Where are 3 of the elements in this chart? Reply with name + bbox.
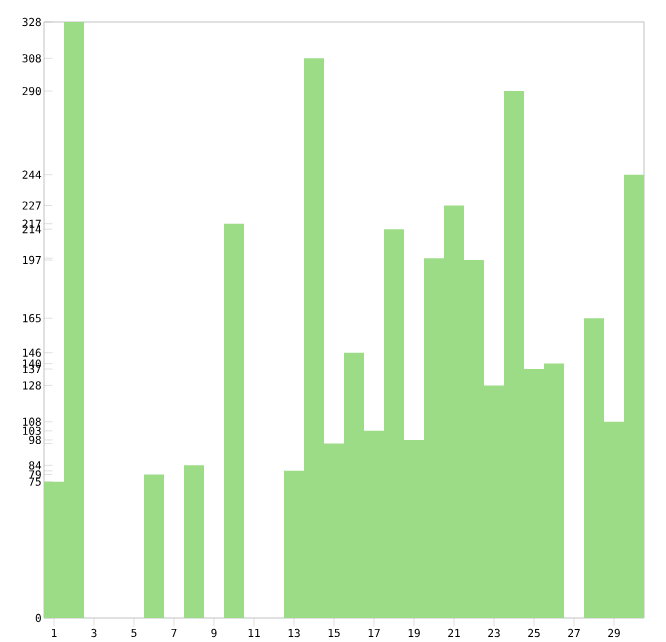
bar (144, 474, 164, 618)
bar (224, 223, 244, 618)
bar (184, 465, 204, 618)
